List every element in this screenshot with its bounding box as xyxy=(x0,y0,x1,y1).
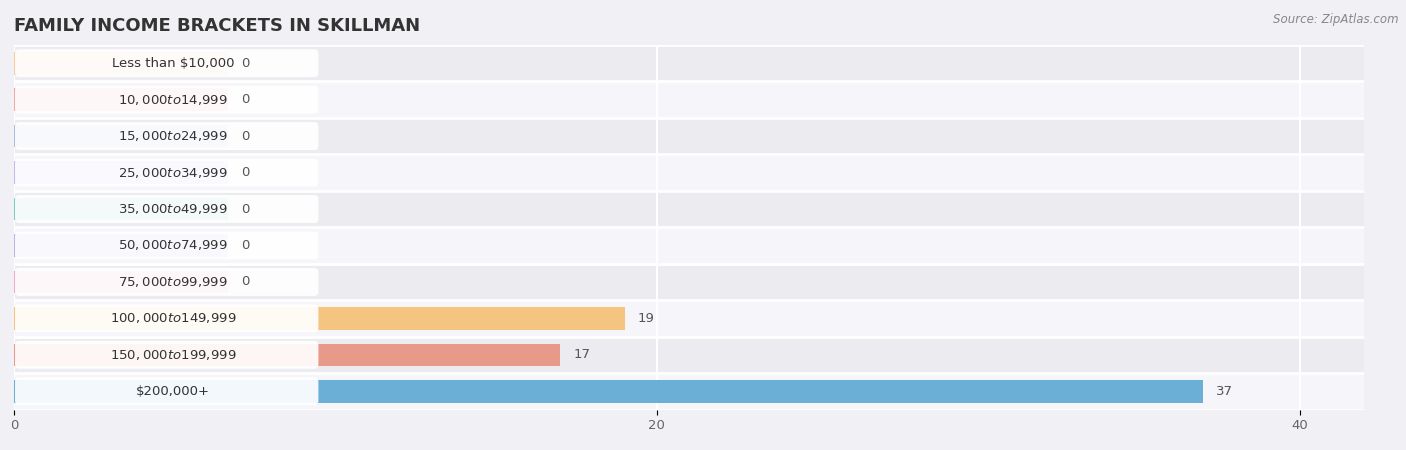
Bar xyxy=(14,88,228,111)
FancyBboxPatch shape xyxy=(14,227,1364,264)
Text: 17: 17 xyxy=(574,348,591,361)
Text: $100,000 to $149,999: $100,000 to $149,999 xyxy=(110,311,236,325)
FancyBboxPatch shape xyxy=(15,377,318,405)
Text: $50,000 to $74,999: $50,000 to $74,999 xyxy=(118,238,228,252)
FancyBboxPatch shape xyxy=(15,268,318,296)
Text: Source: ZipAtlas.com: Source: ZipAtlas.com xyxy=(1274,14,1399,27)
Text: 0: 0 xyxy=(240,275,249,288)
Bar xyxy=(14,270,228,293)
FancyBboxPatch shape xyxy=(14,373,1364,410)
Text: 0: 0 xyxy=(240,202,249,216)
Text: 0: 0 xyxy=(240,93,249,106)
FancyBboxPatch shape xyxy=(15,122,318,150)
FancyBboxPatch shape xyxy=(14,300,1364,337)
FancyBboxPatch shape xyxy=(14,264,1364,300)
Bar xyxy=(14,125,228,148)
Text: $200,000+: $200,000+ xyxy=(136,385,209,398)
FancyBboxPatch shape xyxy=(14,45,1364,81)
Text: 37: 37 xyxy=(1216,385,1233,398)
FancyBboxPatch shape xyxy=(15,86,318,114)
Bar xyxy=(14,161,228,184)
Bar xyxy=(14,307,624,330)
FancyBboxPatch shape xyxy=(15,341,318,369)
Bar xyxy=(14,234,228,257)
FancyBboxPatch shape xyxy=(14,81,1364,118)
Text: 0: 0 xyxy=(240,166,249,179)
FancyBboxPatch shape xyxy=(15,304,318,333)
Text: 0: 0 xyxy=(240,239,249,252)
Text: $35,000 to $49,999: $35,000 to $49,999 xyxy=(118,202,228,216)
Text: $150,000 to $199,999: $150,000 to $199,999 xyxy=(110,348,236,362)
Text: $15,000 to $24,999: $15,000 to $24,999 xyxy=(118,129,228,143)
Bar xyxy=(14,198,228,220)
Text: FAMILY INCOME BRACKETS IN SKILLMAN: FAMILY INCOME BRACKETS IN SKILLMAN xyxy=(14,17,420,35)
FancyBboxPatch shape xyxy=(15,195,318,223)
FancyBboxPatch shape xyxy=(15,49,318,77)
Bar xyxy=(14,343,561,366)
FancyBboxPatch shape xyxy=(14,337,1364,373)
Text: 19: 19 xyxy=(637,312,654,325)
Text: $75,000 to $99,999: $75,000 to $99,999 xyxy=(118,275,228,289)
FancyBboxPatch shape xyxy=(14,154,1364,191)
Text: 0: 0 xyxy=(240,130,249,143)
FancyBboxPatch shape xyxy=(14,191,1364,227)
FancyBboxPatch shape xyxy=(14,118,1364,154)
Text: 0: 0 xyxy=(240,57,249,70)
Text: $10,000 to $14,999: $10,000 to $14,999 xyxy=(118,93,228,107)
Bar xyxy=(14,380,1204,403)
Bar xyxy=(14,52,228,75)
Text: $25,000 to $34,999: $25,000 to $34,999 xyxy=(118,166,228,180)
Text: Less than $10,000: Less than $10,000 xyxy=(111,57,233,70)
FancyBboxPatch shape xyxy=(15,158,318,187)
FancyBboxPatch shape xyxy=(15,231,318,260)
